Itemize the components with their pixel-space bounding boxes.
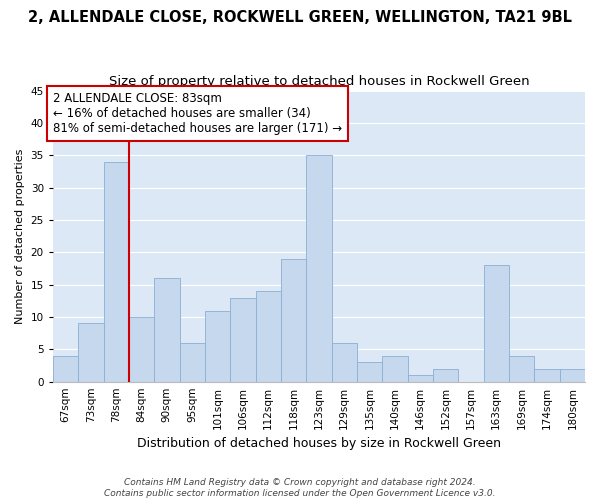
X-axis label: Distribution of detached houses by size in Rockwell Green: Distribution of detached houses by size … xyxy=(137,437,501,450)
Bar xyxy=(560,368,585,382)
Bar xyxy=(484,265,509,382)
Bar xyxy=(205,310,230,382)
Bar xyxy=(78,324,104,382)
Text: Contains HM Land Registry data © Crown copyright and database right 2024.
Contai: Contains HM Land Registry data © Crown c… xyxy=(104,478,496,498)
Bar xyxy=(535,368,560,382)
Text: 2 ALLENDALE CLOSE: 83sqm
← 16% of detached houses are smaller (34)
81% of semi-d: 2 ALLENDALE CLOSE: 83sqm ← 16% of detach… xyxy=(53,92,342,135)
Text: 2, ALLENDALE CLOSE, ROCKWELL GREEN, WELLINGTON, TA21 9BL: 2, ALLENDALE CLOSE, ROCKWELL GREEN, WELL… xyxy=(28,10,572,25)
Bar xyxy=(357,362,382,382)
Bar xyxy=(154,278,179,382)
Bar xyxy=(306,155,332,382)
Bar xyxy=(104,162,129,382)
Bar xyxy=(433,368,458,382)
Bar xyxy=(407,375,433,382)
Title: Size of property relative to detached houses in Rockwell Green: Size of property relative to detached ho… xyxy=(109,75,529,88)
Bar xyxy=(129,317,154,382)
Bar xyxy=(53,356,78,382)
Bar xyxy=(256,291,281,382)
Bar xyxy=(281,259,306,382)
Bar xyxy=(509,356,535,382)
Y-axis label: Number of detached properties: Number of detached properties xyxy=(15,148,25,324)
Bar xyxy=(230,298,256,382)
Bar xyxy=(179,343,205,382)
Bar xyxy=(332,343,357,382)
Bar xyxy=(382,356,407,382)
